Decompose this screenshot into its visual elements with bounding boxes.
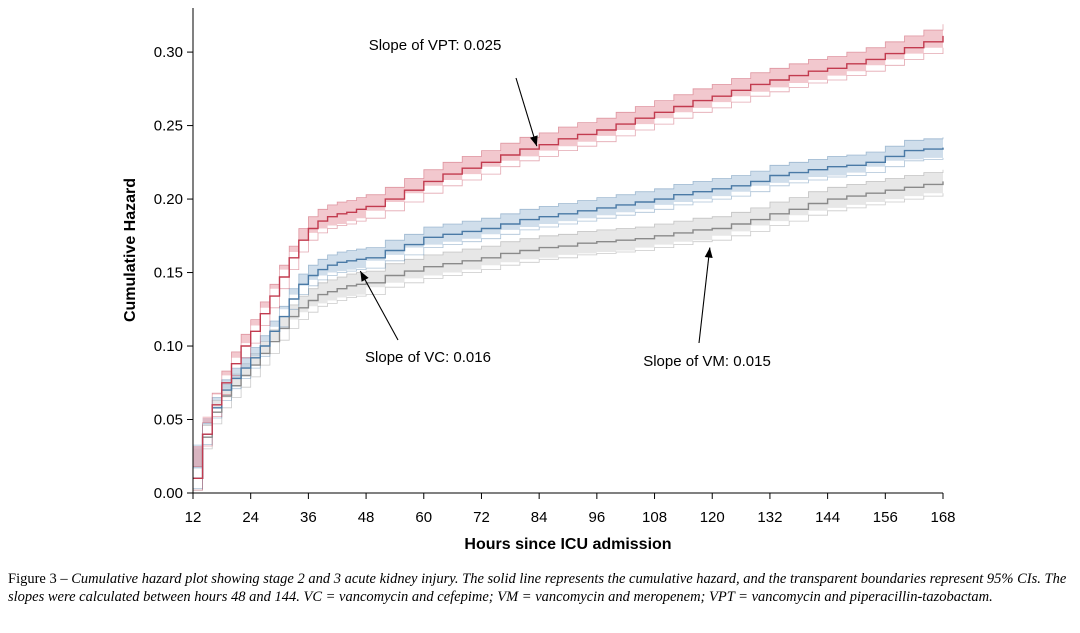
x-tick-label: 12 [185, 509, 202, 526]
x-tick-label: 60 [415, 509, 432, 526]
y-tick-label: 0.05 [154, 412, 183, 429]
y-ticks: 0.00 0.05 0.10 0.15 0.20 0.25 0.30 [154, 44, 193, 502]
arrowhead-vm [704, 247, 713, 258]
x-tick-label: 144 [815, 509, 840, 526]
ci-upper-vpt [193, 24, 944, 467]
y-tick-label: 0.15 [154, 265, 183, 282]
hazard-line-vpt [193, 35, 944, 479]
x-tick-label: 108 [642, 509, 667, 526]
ci-band-vm [193, 169, 943, 491]
x-tick-label: 132 [757, 509, 782, 526]
x-tick-label: 48 [358, 509, 375, 526]
ci-upper-vc [193, 137, 944, 469]
x-tick-label: 84 [531, 509, 548, 526]
x-tick-label: 72 [473, 509, 490, 526]
arrowhead-vc [360, 271, 369, 282]
x-tick-label: 36 [300, 509, 317, 526]
annotation-vc: Slope of VC: 0.016 [365, 349, 491, 366]
x-ticks: 12 24 36 48 60 72 84 96 108 120 132 144 156 168 [185, 493, 956, 526]
y-axis-title: Cumulative Hazard [122, 178, 139, 322]
confidence-bands [193, 24, 944, 491]
x-tick-label: 24 [242, 509, 259, 526]
slope-annotations: Slope of VPT: 0.025 Slope of VC: 0.016 S… [359, 37, 771, 370]
caption-text: Cumulative hazard plot showing stage 2 a… [8, 571, 1067, 605]
caption-label: Figure 3 – [8, 571, 72, 587]
hazard-line-vc [193, 147, 944, 479]
hazard-lines [193, 35, 944, 479]
ci-lower-vpt [193, 47, 944, 491]
ci-band-vc [193, 137, 943, 489]
y-tick-label: 0.30 [154, 44, 183, 61]
hazard-line-vm [193, 181, 944, 479]
y-tick-label: 0.25 [154, 118, 183, 135]
ci-band-vpt [193, 24, 943, 491]
figure-caption: Figure 3 – Cumulative hazard plot showin… [8, 570, 1074, 606]
y-tick-label: 0.10 [154, 338, 183, 355]
arrowhead-vpt [530, 135, 538, 147]
annotation-arrow-vc [359, 270, 399, 341]
x-tick-label: 156 [873, 509, 898, 526]
x-tick-label: 120 [700, 509, 725, 526]
annotation-arrow-vpt [515, 77, 538, 147]
ci-upper-vm [193, 169, 944, 467]
cumulative-hazard-chart: 0.00 0.05 0.10 0.15 0.20 0.25 0.30 12 24 36 48 60 7… [122, 8, 956, 553]
x-tick-label: 168 [930, 509, 955, 526]
x-axis-title: Hours since ICU admission [464, 536, 671, 553]
annotation-vm: Slope of VM: 0.015 [643, 353, 771, 370]
annotation-vpt: Slope of VPT: 0.025 [369, 37, 502, 54]
y-tick-label: 0.20 [154, 191, 183, 208]
y-tick-label: 0.00 [154, 485, 183, 502]
annotation-arrow-vm [698, 247, 711, 344]
x-tick-label: 96 [589, 509, 606, 526]
axes [192, 8, 943, 494]
